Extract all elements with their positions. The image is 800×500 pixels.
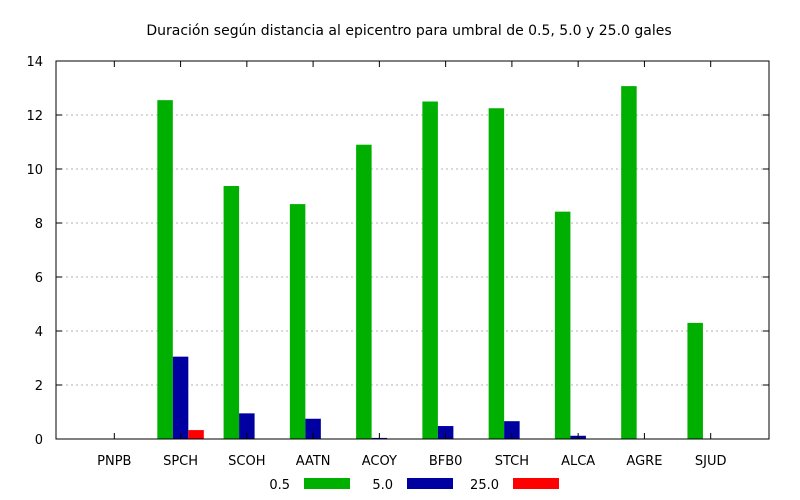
chart-title: Duración según distancia al epicentro pa… [146,23,671,39]
x-tick-label: PNPB [97,454,131,469]
bar-spch-5-0 [172,356,189,439]
x-tick-label: BFB0 [429,454,463,469]
bar-aatn-0-5 [289,204,306,439]
x-tick-label: AGRE [626,454,662,469]
y-tick-label: 6 [35,271,43,286]
x-tick-label: AATN [296,454,331,469]
bar-bfb0-5-0 [437,426,454,439]
y-tick-label: 4 [35,325,43,340]
legend-label: 25.0 [470,478,499,493]
legend-label: 0.5 [269,478,290,493]
bar-aatn-5-0 [305,418,321,439]
bar-sjud-0-5 [687,322,703,439]
x-tick-label: SJUD [695,454,727,469]
y-tick-label: 10 [26,163,43,178]
y-tick-label: 14 [26,55,43,70]
legend-swatch [407,478,453,489]
x-tick-label: SPCH [163,454,198,469]
bar-stch-5-0 [504,421,520,439]
legend-label: 5.0 [372,478,393,493]
bar-stch-0-5 [488,108,505,439]
x-tick-label: ACOY [362,454,397,469]
bar-scoh-5-0 [239,413,255,439]
bar-bfb0-0-5 [422,101,438,439]
legend-swatch [513,478,559,489]
legend: 0.5 5.0 25.0 [269,478,559,493]
bar-spch-25-0 [188,430,204,439]
y-tick-label: 12 [26,109,43,124]
x-tick-label: ALCA [561,454,595,469]
y-axis: 0 2 4 6 8 10 12 14 [26,55,769,448]
bar-agre-0-5 [621,86,637,440]
bar-scoh-0-5 [223,186,240,439]
x-tick-label: SCOH [228,454,265,469]
bar-acoy-0-5 [356,144,372,439]
bar-spch-0-5 [157,100,173,440]
bar-alca-0-5 [554,211,571,439]
y-tick-label: 2 [35,379,43,394]
bars [157,86,703,440]
y-tick-label: 8 [35,217,43,232]
x-tick-label: STCH [495,454,529,469]
legend-swatch [304,478,350,489]
grid-lines [56,114,769,386]
plot-frame [55,60,770,440]
x-axis: PNPB SPCH SCOH AATN ACOY BFB0 STCH ALCA AGRE SJUD [97,61,727,469]
y-tick-label: 0 [35,433,43,448]
